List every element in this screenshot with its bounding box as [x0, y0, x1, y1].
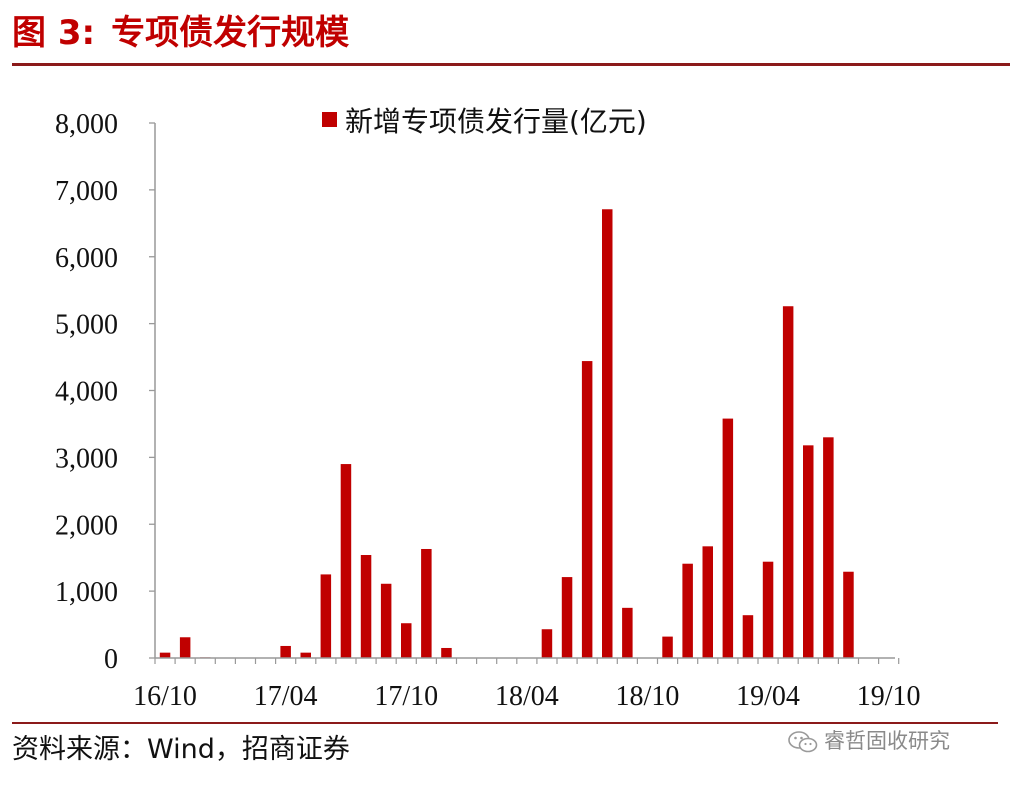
bar-18-06 [561, 577, 573, 658]
bar-18-05 [541, 629, 553, 658]
bar-17-07 [340, 464, 352, 658]
wechat-icon [788, 730, 818, 754]
y-tick-label: 3,000 [55, 443, 118, 474]
bar-16-11 [179, 637, 191, 658]
y-tick-label: 0 [104, 644, 118, 675]
source-note: 资料来源：Wind，招商证券 [12, 734, 350, 765]
footer-rule [12, 722, 998, 724]
bar-19-08 [843, 571, 854, 658]
bar-17-09 [380, 583, 392, 658]
y-tick-label: 5,000 [55, 310, 118, 341]
watermark: 睿哲固收研究 [788, 724, 950, 758]
x-tick-label: 17/04 [254, 681, 318, 712]
bar-18-07 [581, 361, 593, 658]
bar-17-10 [401, 623, 412, 658]
figure-title-text: 专项债发行规模 [111, 13, 350, 53]
bar-18-08 [602, 209, 613, 658]
figure-title: 图 3: 专项债发行规模 [12, 8, 349, 58]
x-tick-label: 19/04 [736, 681, 800, 712]
bar-17-12 [441, 647, 452, 658]
watermark-text: 睿哲固收研究 [824, 729, 950, 753]
x-tick-label: 17/10 [374, 681, 438, 712]
bar-19-02 [722, 418, 734, 658]
bar-18-09 [622, 607, 633, 658]
bar-19-06 [803, 445, 814, 658]
x-axis-ticks: 16/10 17/04 17/10 18/04 18/10 19/04 19/10 [133, 658, 921, 712]
bar-chart: 0 1,000 2,000 3,000 4,000 5,000 6,000 7,000 8,00… [55, 105, 921, 712]
legend-swatch [322, 112, 337, 127]
title-rule [12, 63, 1010, 66]
y-axis-ticks: 0 1,000 2,000 3,000 4,000 5,000 6,000 7,000 8,00… [55, 109, 155, 675]
bar-17-06 [320, 574, 332, 658]
x-tick-label: 18/10 [616, 681, 680, 712]
bar-18-12 [682, 563, 693, 658]
bars [159, 209, 854, 658]
bar-17-11 [421, 548, 432, 658]
legend-label: 新增专项债发行量(亿元) [345, 105, 647, 138]
bar-19-04 [762, 561, 774, 658]
bar-19-05 [782, 306, 794, 658]
y-tick-label: 6,000 [55, 243, 118, 274]
y-tick-label: 1,000 [55, 577, 118, 608]
bar-19-07 [823, 437, 834, 658]
x-tick-label: 19/10 [857, 681, 921, 712]
y-tick-label: 7,000 [55, 176, 118, 207]
bar-17-08 [360, 555, 372, 658]
y-tick-label: 8,000 [55, 109, 118, 140]
bar-17-04 [280, 645, 291, 658]
x-tick-label: 18/04 [495, 681, 559, 712]
y-tick-label: 4,000 [55, 377, 118, 408]
legend: 新增专项债发行量(亿元) [322, 105, 647, 138]
figure-label: 图 3: [12, 13, 96, 53]
y-tick-label: 2,000 [55, 510, 118, 541]
bar-18-11 [662, 636, 673, 658]
bar-19-01 [702, 546, 713, 658]
bar-19-03 [742, 615, 754, 658]
bar-17-05 [300, 652, 311, 658]
axes [154, 123, 895, 659]
bar-16-10 [159, 652, 171, 658]
x-tick-label: 16/10 [133, 681, 197, 712]
